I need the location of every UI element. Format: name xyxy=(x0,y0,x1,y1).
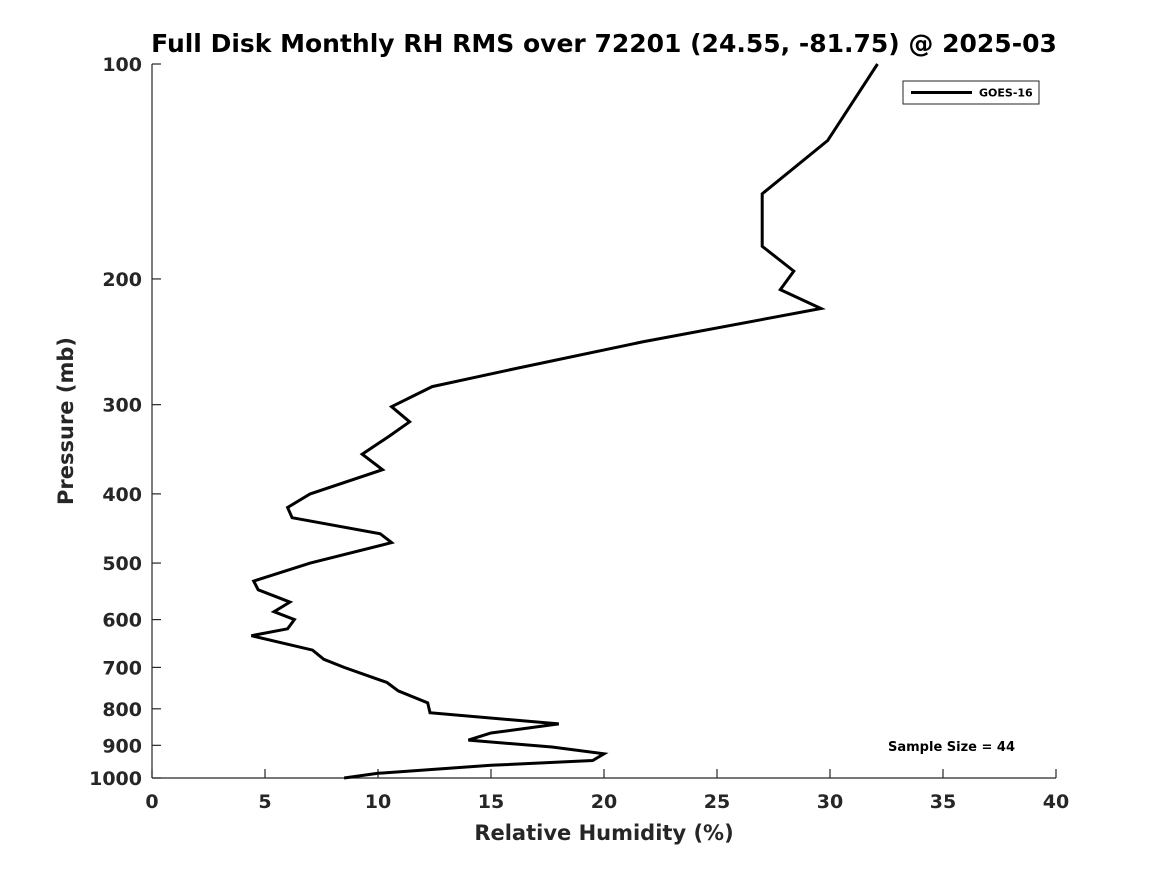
x-ticks: 0 5 10 15 20 25 30 35 40 xyxy=(145,769,1069,813)
series-group xyxy=(251,63,879,780)
legend-label-goes-16: GOES-16 xyxy=(979,87,1033,100)
y-tick-label: 800 xyxy=(102,699,142,721)
x-tick-label: 25 xyxy=(704,791,730,813)
x-tick-label: 40 xyxy=(1043,791,1069,813)
x-tick-label: 0 xyxy=(145,791,158,813)
x-tick-label: 10 xyxy=(365,791,391,813)
x-tick-label: 30 xyxy=(817,791,843,813)
y-tick-label: 1000 xyxy=(89,768,142,790)
plot-background xyxy=(152,64,1056,778)
x-axis-label: Relative Humidity (%) xyxy=(474,821,733,845)
y-tick-label: 500 xyxy=(102,553,142,575)
y-tick-label: 200 xyxy=(102,269,142,291)
y-tick-label: 400 xyxy=(102,484,142,506)
x-tick-label: 15 xyxy=(478,791,504,813)
y-tick-label: 100 xyxy=(102,54,142,76)
y-tick-label: 700 xyxy=(102,657,142,679)
x-tick-label: 35 xyxy=(930,791,956,813)
x-tick-label: 20 xyxy=(591,791,617,813)
legend: GOES-16 xyxy=(902,80,1040,105)
x-tick-label: 5 xyxy=(258,791,271,813)
series-line-goes-16 xyxy=(251,63,879,780)
y-ticks: 100 200 300 400 500 600 700 800 900 1000 xyxy=(89,54,161,790)
y-axis-label: Pressure (mb) xyxy=(54,337,78,505)
chart-title: Full Disk Monthly RH RMS over 72201 (24.… xyxy=(151,29,1057,58)
y-tick-label: 900 xyxy=(102,735,142,757)
y-tick-label: 300 xyxy=(102,395,142,417)
y-tick-label: 600 xyxy=(102,610,142,632)
sample-size-annotation: Sample Size = 44 xyxy=(888,740,1015,755)
